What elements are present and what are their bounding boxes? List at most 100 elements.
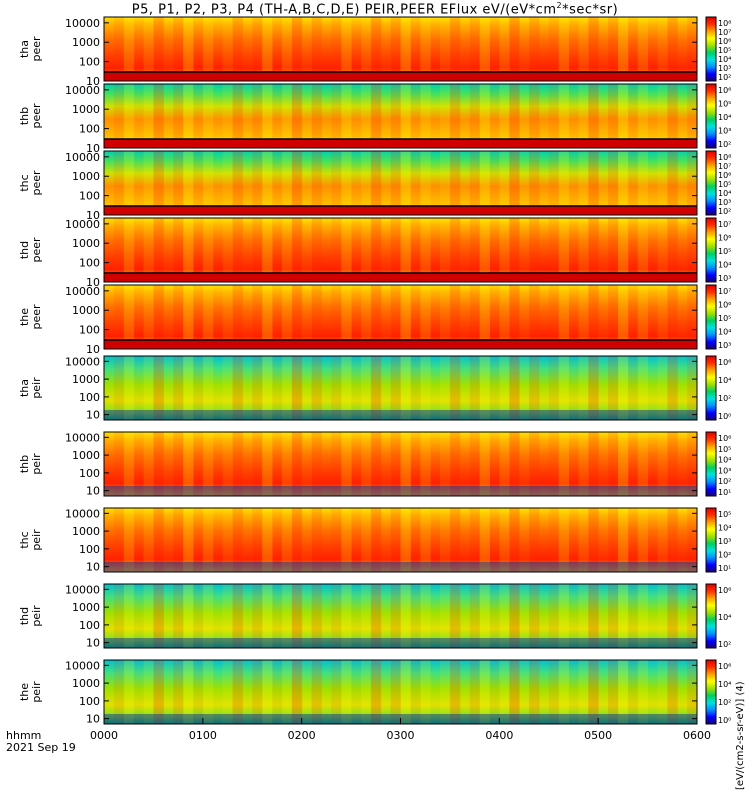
spectrogram-stripe <box>479 218 490 282</box>
spectrogram-stripe <box>153 584 164 648</box>
spectrogram-stripe <box>608 432 619 496</box>
spectrogram-stripe <box>627 432 639 496</box>
spectrogram-stripe <box>598 151 609 215</box>
spectrogram-stripe <box>469 151 481 215</box>
spectrogram-stripe <box>202 17 214 81</box>
spectrogram-stripe <box>667 584 678 648</box>
spectrogram-stripe <box>301 356 313 420</box>
spectrogram-stripe <box>331 218 342 282</box>
colorbar <box>705 150 717 216</box>
spectrogram-stripe <box>410 285 421 349</box>
spectrogram-stripe <box>440 356 451 420</box>
colorbar-tick-label: 10⁵ <box>718 100 731 109</box>
y-tick-label: 1000 <box>72 601 100 614</box>
spectrogram-stripe <box>420 151 431 215</box>
y-axis-label: thbpeir <box>18 453 43 475</box>
spectrogram-stripe <box>341 84 352 148</box>
spectrogram-stripe <box>272 432 283 496</box>
spectrogram-stripe <box>370 151 382 215</box>
spectrogram-stripe <box>192 584 204 648</box>
spectrogram-stripe <box>578 432 589 496</box>
spectrogram-stripe <box>173 508 184 572</box>
spectrogram-stripe <box>617 84 629 148</box>
spectrogram-stripe <box>113 17 125 81</box>
spectrogram-stripe <box>183 432 194 496</box>
spectrogram-stripe <box>469 660 481 724</box>
colorbar-tick-label: 10³ <box>718 537 731 546</box>
colorbar <box>705 217 717 283</box>
spectrogram-stripe <box>192 660 204 724</box>
spectrogram-stripe <box>657 584 668 648</box>
y-tick-label: 10 <box>86 713 100 726</box>
spectrogram-stripe <box>667 218 678 282</box>
spectrogram-stripe <box>449 17 461 81</box>
spectrogram-stripe <box>440 84 451 148</box>
spectrogram-stripe <box>449 660 461 724</box>
spectrogram-stripe <box>341 584 352 648</box>
spectrogram-stripe <box>440 218 451 282</box>
panel-thb-peer: 10000 1000 100 10 thbpeer 10⁶ 10⁵ 10⁴ 10³ 10² <box>18 83 731 155</box>
spectrogram-stripe <box>548 356 560 420</box>
x-tick-label: 0500 <box>584 729 612 742</box>
spectrogram-stripe <box>301 218 313 282</box>
spectrogram-stripe <box>420 584 431 648</box>
spectrogram-stripe <box>301 508 313 572</box>
spectrogram-stripe <box>588 432 599 496</box>
spectrogram-stripe <box>202 508 214 572</box>
spectrogram-stripe <box>192 432 204 496</box>
spectrogram-stripe <box>202 151 214 215</box>
spectrogram-stripe <box>370 660 382 724</box>
spectrogram-stripe <box>420 660 431 724</box>
spectrogram-stripe <box>262 508 273 572</box>
colorbar-tick-label: 10² <box>718 477 731 486</box>
spectrogram-stripe <box>499 285 510 349</box>
spectrogram-stripe <box>627 508 639 572</box>
spectrogram-stripe <box>222 508 233 572</box>
spectrogram-stripe <box>390 660 401 724</box>
spectrogram-stripe <box>291 584 303 648</box>
spectrogram-stripe <box>400 660 411 724</box>
y-tick-label: 100 <box>79 543 100 556</box>
spectrogram-stripe <box>291 356 303 420</box>
colorbar-tick-label: 10⁴ <box>718 524 731 533</box>
spectrogram-stripe <box>627 285 639 349</box>
spectrogram-stripe <box>341 151 352 215</box>
spectrogram-stripe <box>390 508 401 572</box>
spectrogram-stripe <box>380 17 392 81</box>
spectrogram-stripe <box>667 151 678 215</box>
panel-frame <box>103 355 698 421</box>
spectrogram-stripe <box>449 151 461 215</box>
spectrogram-stripe <box>163 285 174 349</box>
spectrogram-stripe <box>440 584 451 648</box>
spectrogram-stripe <box>281 84 293 148</box>
spectrogram-stripe <box>311 151 322 215</box>
spectrogram-stripe <box>331 660 342 724</box>
spectrogram-stripe <box>262 660 273 724</box>
y-axis-label: thcpeer <box>18 170 43 196</box>
spectrogram-stripe <box>578 84 589 148</box>
spectrogram-stripe <box>548 218 560 282</box>
spectrogram-stripe <box>627 584 639 648</box>
spectrogram-stripe <box>380 584 392 648</box>
spectrogram-stripe <box>202 84 214 148</box>
spectrogram-stripe <box>578 584 589 648</box>
panel-thc-peer: 10000 1000 100 10 thcpeer 10⁸10⁷10⁶10⁵10⁴10³1… <box>18 150 731 222</box>
y-tick-label: 10 <box>86 637 100 650</box>
spectrogram-stripe <box>598 356 609 420</box>
spectrogram-stripe <box>390 584 401 648</box>
spectrogram-stripe <box>113 660 125 724</box>
spectrogram-stripe <box>479 151 490 215</box>
spectrogram-stripe <box>627 356 639 420</box>
spectrogram-stripe <box>281 508 293 572</box>
spectrogram-stripe <box>558 356 570 420</box>
colorbar-tick-label: 10³ <box>718 341 731 350</box>
y-axis-label: thcpeir <box>18 529 43 551</box>
spectrogram-stripe <box>301 285 313 349</box>
spectrogram-stripe <box>183 356 194 420</box>
spectrogram-stripe <box>272 218 283 282</box>
spectrogram-stripe <box>410 660 421 724</box>
spectrogram-stripe <box>173 660 184 724</box>
spectrogram-stripe <box>153 508 164 572</box>
spectrogram-stripe <box>489 151 500 215</box>
spectrogram-stripe <box>420 285 431 349</box>
